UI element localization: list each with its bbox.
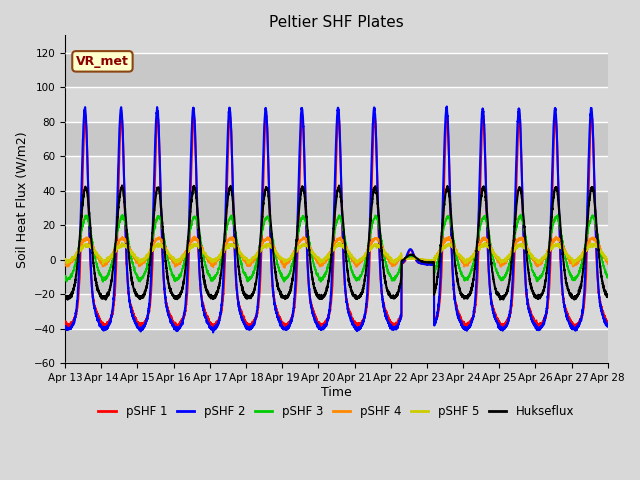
pSHF 1 [282, 325, 290, 331]
pSHF 3 [489, 253, 497, 259]
pSHF 3 [516, 212, 524, 217]
Hukseflux [61, 294, 69, 300]
pSHF 2 [458, 323, 466, 329]
pSHF 2 [209, 330, 217, 336]
pSHF 1 [316, 323, 324, 328]
Line: pSHF 5: pSHF 5 [65, 242, 608, 264]
pSHF 5 [159, 242, 166, 248]
pSHF 1 [61, 321, 69, 327]
Hukseflux [118, 182, 126, 188]
Hukseflux [604, 294, 612, 300]
pSHF 4 [489, 249, 497, 255]
pSHF 3 [61, 274, 69, 280]
pSHF 4 [604, 261, 612, 267]
pSHF 4 [316, 262, 324, 268]
pSHF 1 [159, 257, 166, 263]
pSHF 2 [604, 323, 612, 329]
Bar [65, 329, 608, 363]
Bar [65, 225, 608, 260]
pSHF 1 [489, 304, 497, 310]
Title: Peltier SHF Plates: Peltier SHF Plates [269, 15, 404, 30]
X-axis label: Time: Time [321, 386, 352, 399]
pSHF 2 [428, 262, 436, 267]
pSHF 4 [604, 260, 611, 265]
pSHF 3 [604, 274, 612, 279]
pSHF 1 [428, 262, 436, 267]
Bar [65, 87, 608, 121]
pSHF 4 [428, 257, 436, 263]
Hukseflux [428, 260, 436, 265]
pSHF 5 [458, 254, 466, 260]
pSHF 3 [159, 228, 166, 234]
Hukseflux [604, 293, 611, 299]
pSHF 3 [428, 258, 436, 264]
Hukseflux [64, 297, 72, 302]
pSHF 5 [570, 262, 577, 267]
Line: Hukseflux: Hukseflux [65, 185, 608, 300]
Bar [65, 260, 608, 294]
Hukseflux [458, 293, 466, 299]
Bar [65, 121, 608, 156]
pSHF 4 [458, 258, 466, 264]
pSHF 1 [604, 320, 612, 326]
pSHF 5 [61, 257, 69, 263]
Bar [65, 191, 608, 225]
Hukseflux [489, 274, 497, 279]
pSHF 5 [337, 240, 344, 245]
pSHF 2 [159, 253, 166, 259]
Line: pSHF 3: pSHF 3 [65, 215, 608, 282]
Hukseflux [316, 295, 324, 300]
Hukseflux [159, 228, 167, 233]
pSHF 4 [159, 239, 166, 244]
pSHF 4 [281, 265, 289, 271]
Legend: pSHF 1, pSHF 2, pSHF 3, pSHF 4, pSHF 5, Hukseflux: pSHF 1, pSHF 2, pSHF 3, pSHF 4, pSHF 5, … [93, 401, 579, 423]
pSHF 2 [443, 104, 451, 109]
pSHF 1 [604, 319, 611, 325]
pSHF 2 [316, 325, 324, 331]
pSHF 5 [489, 249, 497, 255]
pSHF 3 [604, 271, 611, 277]
Line: pSHF 1: pSHF 1 [65, 114, 608, 328]
pSHF 2 [489, 308, 497, 314]
pSHF 2 [61, 324, 69, 330]
pSHF 1 [458, 320, 466, 325]
pSHF 5 [604, 256, 612, 262]
Text: VR_met: VR_met [76, 55, 129, 68]
Line: pSHF 4: pSHF 4 [65, 236, 608, 268]
pSHF 4 [61, 259, 69, 265]
Bar [65, 156, 608, 191]
pSHF 5 [316, 257, 324, 263]
pSHF 4 [191, 233, 198, 239]
pSHF 5 [428, 257, 436, 263]
Bar [65, 53, 608, 87]
Y-axis label: Soil Heat Flux (W/m2): Soil Heat Flux (W/m2) [15, 131, 28, 268]
pSHF 5 [604, 256, 611, 262]
pSHF 3 [99, 279, 107, 285]
pSHF 3 [458, 273, 466, 278]
pSHF 3 [316, 275, 324, 280]
Bar [65, 294, 608, 329]
Line: pSHF 2: pSHF 2 [65, 107, 608, 333]
pSHF 2 [604, 321, 611, 327]
pSHF 1 [588, 111, 595, 117]
